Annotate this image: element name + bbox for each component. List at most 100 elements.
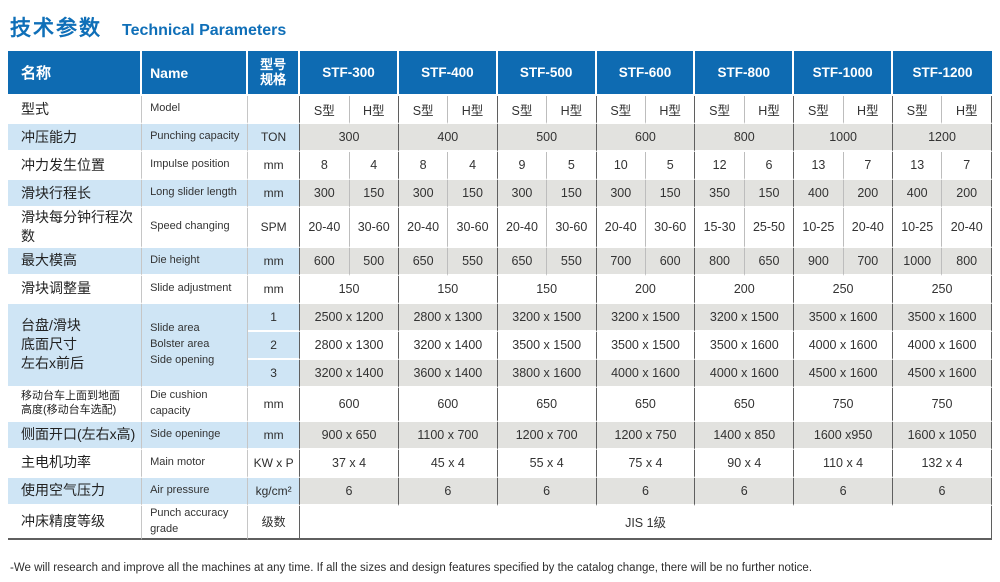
cell-bolster-area-3-4: 4000 x 1600 xyxy=(695,359,795,388)
cell-bolster-area-2-5: 4000 x 1600 xyxy=(794,331,893,360)
cell-model-6: S型 xyxy=(596,96,646,124)
cell-air-pressure-3: 6 xyxy=(596,477,696,506)
cell-model-12: S型 xyxy=(893,96,943,124)
cell-main-motor-0: 37 x 4 xyxy=(300,449,399,478)
cell-die-height-5: 550 xyxy=(547,247,597,276)
cell-bolster-area-2-0: 2800 x 1300 xyxy=(300,331,399,360)
cell-slider-length-3: 150 xyxy=(448,180,498,208)
row-label-zh-main-motor: 主电机功率 xyxy=(8,449,143,478)
cell-impulse-position-7: 5 xyxy=(645,152,696,180)
cell-bolster-area-3-6: 4500 x 1600 xyxy=(893,359,992,388)
cell-bolster-area-1-3: 3200 x 1500 xyxy=(596,303,696,332)
cell-bolster-area-3-3: 4000 x 1600 xyxy=(596,359,696,388)
header-model-stf-800: STF-800 xyxy=(695,51,795,96)
row-label-zh-punching-capacity: 冲压能力 xyxy=(8,124,143,152)
table-row-slider-length: 滑块行程长 Long slider length mm 300 150 300 150 300… xyxy=(8,180,992,208)
row-unit-speed-changing: SPM xyxy=(248,208,301,248)
cell-slider-length-10: 400 xyxy=(794,180,844,208)
cell-side-opening-0: 900 x 650 xyxy=(300,421,399,450)
cell-side-opening-5: 1600 x950 xyxy=(794,421,893,450)
cell-die-cushion-4: 650 xyxy=(695,387,795,422)
cell-slider-length-11: 200 xyxy=(843,180,893,208)
cell-impulse-position-1: 4 xyxy=(349,152,399,180)
table-row-accuracy-grade: 冲床精度等级 Punch accuracy grade 级数 JIS 1级 xyxy=(8,505,992,540)
cell-model-11: H型 xyxy=(843,96,893,124)
cell-slide-adjustment-6: 250 xyxy=(893,275,992,304)
cell-air-pressure-4: 6 xyxy=(695,477,795,506)
cell-model-8: S型 xyxy=(695,96,745,124)
cell-punching-capacity-1: 400 xyxy=(398,124,498,152)
row-label-en-slide-adjustment: Slide adjustment xyxy=(142,275,249,304)
row-label-zh-speed-changing: 滑块每分钟行程次数 xyxy=(8,208,143,248)
table-row-model: 型式 Model S型 H型 S型 H型 S型 H型 S型 H型 S型 H型 S型 H型 S型 H型 xyxy=(8,96,992,124)
cell-die-cushion-3: 650 xyxy=(596,387,696,422)
cell-die-height-8: 800 xyxy=(695,247,745,276)
cell-bolster-area-1-6: 3500 x 1600 xyxy=(893,303,992,332)
row-label-en-model: Model xyxy=(142,96,249,124)
page-title-zh: 技术参数 xyxy=(10,17,102,40)
cell-model-13: H型 xyxy=(942,96,992,124)
table-row-air-pressure: 使用空气压力 Air pressure kg/cm² 6 6 6 6 6 6 6 xyxy=(8,477,992,506)
cell-slider-length-8: 350 xyxy=(695,180,745,208)
row-label-zh-die-height: 最大模高 xyxy=(8,247,143,276)
cell-die-height-2: 650 xyxy=(398,247,449,276)
row-unit-die-cushion: mm xyxy=(248,387,301,422)
table-row-impulse-position: 冲力发生位置 Impulse position mm 8 4 8 4 9 5 10 5 12 6 13 7 1… xyxy=(8,152,992,180)
cell-slider-length-7: 150 xyxy=(645,180,696,208)
cell-die-height-11: 700 xyxy=(843,247,893,276)
table-row-speed-changing: 滑块每分钟行程次数 Speed changing SPM 20-40 30-60 20-4… xyxy=(8,208,992,248)
cell-die-height-12: 1000 xyxy=(893,247,943,276)
table-row-bolster-area-3: 3 3200 x 1400 3600 x 1400 3800 x 1600 4000 x… xyxy=(8,359,992,388)
row-unit-punching-capacity: TON xyxy=(248,124,301,152)
table-row-punching-capacity: 冲压能力 Punching capacity TON 300 400 500 600 800 1… xyxy=(8,124,992,152)
header-name-zh: 名称 xyxy=(8,51,143,96)
cell-model-1: H型 xyxy=(349,96,399,124)
cell-die-height-10: 900 xyxy=(794,247,844,276)
row-unit-side-opening: mm xyxy=(248,421,301,450)
cell-slider-length-9: 150 xyxy=(744,180,795,208)
cell-air-pressure-5: 6 xyxy=(794,477,893,506)
cell-bolster-area-3-2: 3800 x 1600 xyxy=(497,359,597,388)
row-label-en-die-height: Die height xyxy=(142,247,249,276)
cell-impulse-position-2: 8 xyxy=(398,152,449,180)
cell-slide-adjustment-2: 150 xyxy=(497,275,597,304)
row-label-en-slider-length: Long slider length xyxy=(142,180,249,208)
cell-bolster-area-3-1: 3600 x 1400 xyxy=(398,359,498,388)
page-title-en: Technical Parameters xyxy=(122,22,287,39)
row-label-zh-air-pressure: 使用空气压力 xyxy=(8,477,143,506)
cell-speed-changing-1: 30-60 xyxy=(349,208,399,248)
cell-bolster-area-1-1: 2800 x 1300 xyxy=(398,303,498,332)
row-label-en-air-pressure: Air pressure xyxy=(142,477,249,506)
cell-slide-adjustment-3: 200 xyxy=(596,275,696,304)
cell-model-3: H型 xyxy=(448,96,498,124)
row-label-zh-die-cushion: 移动台车上面到地面 高度(移动台车选配) xyxy=(8,387,143,422)
cell-speed-changing-9: 25-50 xyxy=(744,208,795,248)
cell-main-motor-2: 55 x 4 xyxy=(497,449,597,478)
cell-bolster-area-2-3: 3500 x 1500 xyxy=(596,331,696,360)
cell-speed-changing-7: 30-60 xyxy=(645,208,696,248)
footer-note: -We will research and improve all the ma… xyxy=(10,561,813,574)
technical-parameters-table: 名称 Name 型号 规格 STF-300 STF-400 STF-500 STF-6… xyxy=(8,51,992,540)
cell-die-cushion-6: 750 xyxy=(893,387,992,422)
cell-accuracy-grade-0: JIS 1级 xyxy=(300,505,992,540)
cell-impulse-position-6: 10 xyxy=(596,152,646,180)
cell-speed-changing-12: 10-25 xyxy=(893,208,943,248)
row-label-en-speed-changing: Speed changing xyxy=(142,208,249,248)
row-unit-bolster-area-1: 1 xyxy=(248,303,301,332)
row-unit-air-pressure: kg/cm² xyxy=(248,477,301,506)
cell-speed-changing-2: 20-40 xyxy=(398,208,449,248)
cell-die-height-0: 600 xyxy=(300,247,350,276)
cell-slider-length-5: 150 xyxy=(547,180,597,208)
cell-speed-changing-3: 30-60 xyxy=(448,208,498,248)
cell-slide-adjustment-4: 200 xyxy=(695,275,795,304)
cell-model-5: H型 xyxy=(547,96,597,124)
cell-bolster-area-2-1: 3200 x 1400 xyxy=(398,331,498,360)
cell-impulse-position-5: 5 xyxy=(547,152,597,180)
row-label-en-impulse-position: Impulse position xyxy=(142,152,249,180)
cell-air-pressure-0: 6 xyxy=(300,477,399,506)
row-label-zh-slide-adjustment: 滑块调整量 xyxy=(8,275,143,304)
cell-bolster-area-2-2: 3500 x 1500 xyxy=(497,331,597,360)
cell-model-10: S型 xyxy=(794,96,844,124)
header-model-stf-400: STF-400 xyxy=(398,51,498,96)
cell-model-9: H型 xyxy=(744,96,795,124)
